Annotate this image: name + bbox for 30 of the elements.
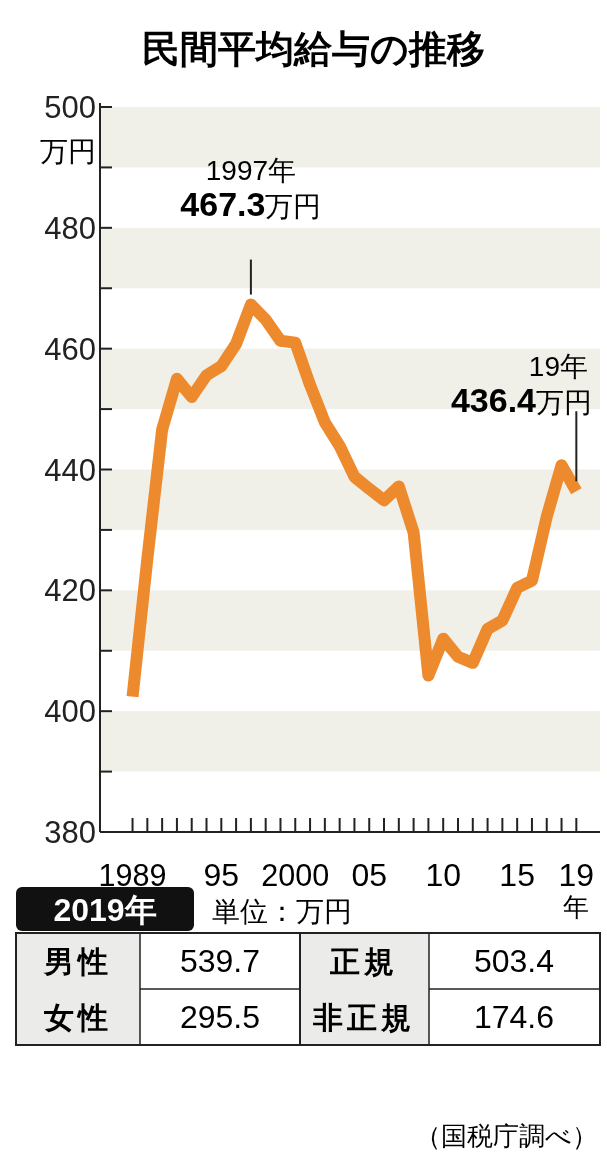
text: 非正規 bbox=[312, 1001, 415, 1034]
text: 単位：万円 bbox=[212, 896, 352, 927]
x-tick-label: 15 bbox=[499, 857, 535, 893]
text: 174.6 bbox=[473, 999, 555, 1035]
y-tick-label: 480 bbox=[44, 210, 96, 246]
x-tick-label: 95 bbox=[203, 857, 240, 893]
text: 539.7 bbox=[179, 943, 261, 979]
text: 503.4 bbox=[473, 943, 555, 979]
y-tick-label: 460 bbox=[44, 331, 96, 367]
x-tick-label: 19 bbox=[558, 857, 595, 893]
y-tick-label: 440 bbox=[44, 452, 96, 488]
x-tick-label: 05 bbox=[351, 857, 388, 893]
y-tick-label: 420 bbox=[44, 573, 96, 609]
chart-title: 民間平均給与の推移 bbox=[142, 28, 485, 70]
x-tick-label: 1989 bbox=[98, 857, 170, 893]
text: （国税庁調べ） bbox=[415, 1121, 598, 1151]
x-tick-label: 2000 bbox=[261, 857, 333, 893]
text: 295.5 bbox=[179, 999, 261, 1035]
text: 正規 bbox=[329, 945, 398, 978]
y-tick-label: 380 bbox=[44, 815, 96, 850]
annotation: 1997年 467.3万円 bbox=[180, 154, 322, 223]
y-tick-label: 400 bbox=[44, 694, 96, 730]
x-tick-label: 10 bbox=[425, 857, 461, 893]
text: 女性 bbox=[43, 1001, 112, 1034]
annotation: 19年 436.4万円 bbox=[450, 351, 592, 420]
text: 2019年 bbox=[53, 892, 157, 928]
x-axis-title: 年 bbox=[563, 892, 590, 922]
y-tick-label: 500 bbox=[44, 90, 96, 125]
y-axis-title: 万円 bbox=[40, 136, 96, 167]
text: 男性 bbox=[43, 945, 112, 978]
